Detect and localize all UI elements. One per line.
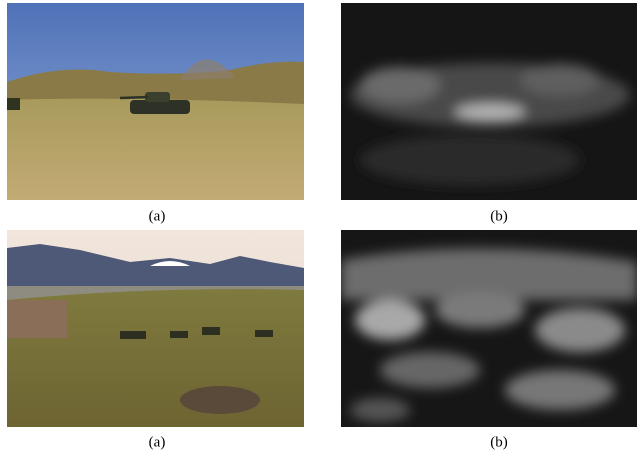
saliency-map xyxy=(341,230,637,427)
photo-mountain-field xyxy=(7,230,304,427)
figure: (a) (b) (a) (b) xyxy=(0,0,640,453)
photo-tank-field xyxy=(7,3,304,200)
caption: (a) xyxy=(149,434,166,450)
saliency-map xyxy=(341,3,637,200)
caption: (a) xyxy=(149,208,166,224)
caption: (b) xyxy=(490,208,508,224)
caption: (b) xyxy=(490,434,508,450)
